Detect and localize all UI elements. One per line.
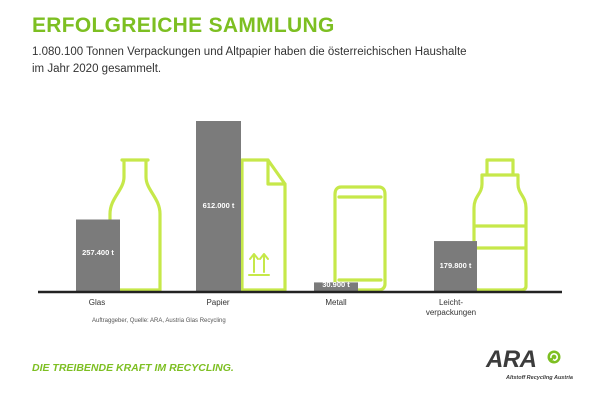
- bar-0: [76, 219, 120, 291]
- bar-1: [196, 121, 241, 291]
- this-side-up-icon: [248, 253, 270, 276]
- category-label-3: Leicht-verpackungen: [426, 298, 476, 317]
- ara-logo: ARA Altstoff Recycling Austria: [486, 346, 582, 386]
- logo-text: ARA: [486, 346, 537, 373]
- category-label-1: Papier: [206, 298, 229, 307]
- bottle-icon: [108, 158, 162, 292]
- value-label-2: 30.900 t: [322, 280, 350, 289]
- page-subtitle: 1.080.100 Tonnen Verpackungen und Altpap…: [32, 46, 467, 75]
- category-label-2: Metall: [325, 298, 347, 307]
- plastic-bottle-icon: [472, 158, 528, 292]
- logo-subtitle: Altstoff Recycling Austria: [506, 375, 573, 381]
- value-label-3: 179.800 t: [440, 261, 472, 270]
- recycling-arrow-icon: [547, 350, 561, 364]
- slogan: DIE TREIBENDE KRAFT IM RECYCLING.: [32, 362, 234, 374]
- category-label-0: Glas: [89, 298, 105, 307]
- source-note: Auftraggeber, Quelle: ARA, Austria Glas …: [92, 318, 226, 324]
- cardboard-box-icon: [240, 158, 287, 292]
- value-label-1: 612.000 t: [203, 201, 235, 210]
- bar-3: [434, 241, 477, 291]
- page-title: ERFOLGREICHE SAMMLUNG: [32, 14, 335, 37]
- can-icon: [333, 185, 387, 292]
- value-label-0: 257.400 t: [82, 248, 114, 257]
- bar-2: [314, 282, 358, 291]
